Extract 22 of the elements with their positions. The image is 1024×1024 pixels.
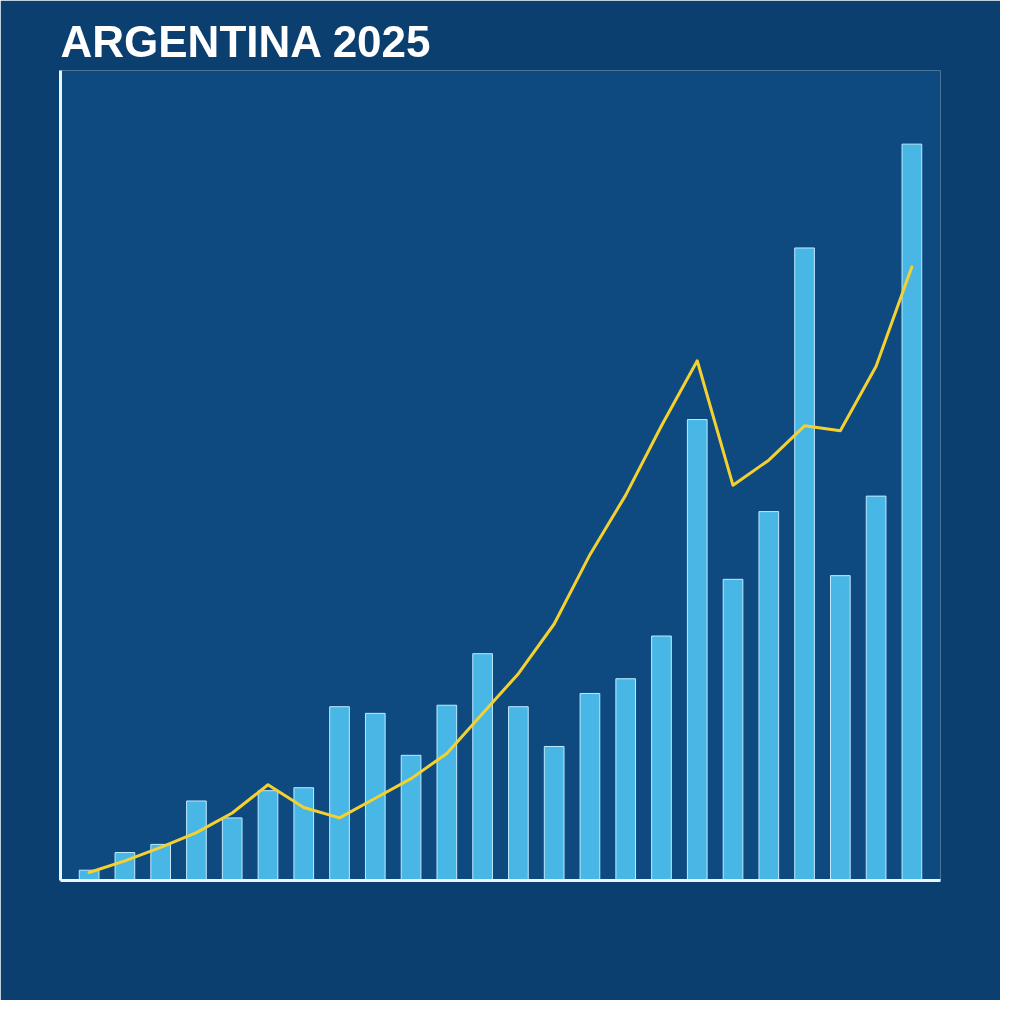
bar <box>364 712 386 881</box>
bar <box>615 678 637 881</box>
bar <box>257 790 279 881</box>
bar <box>865 495 887 881</box>
bar <box>686 419 708 881</box>
bar <box>472 653 493 881</box>
bar <box>436 704 458 881</box>
bar <box>758 511 780 881</box>
bar <box>579 692 601 881</box>
bar <box>722 578 744 881</box>
bar <box>543 745 565 881</box>
bar <box>186 800 207 881</box>
chart-title: ARGENTINA 2025 <box>60 16 431 66</box>
bar <box>293 787 315 881</box>
bar <box>221 817 243 881</box>
bar <box>901 143 923 881</box>
bar <box>508 706 529 881</box>
bar <box>400 754 422 881</box>
bar <box>794 247 815 881</box>
bar <box>830 575 851 881</box>
bar <box>651 635 672 881</box>
bar <box>329 706 350 881</box>
